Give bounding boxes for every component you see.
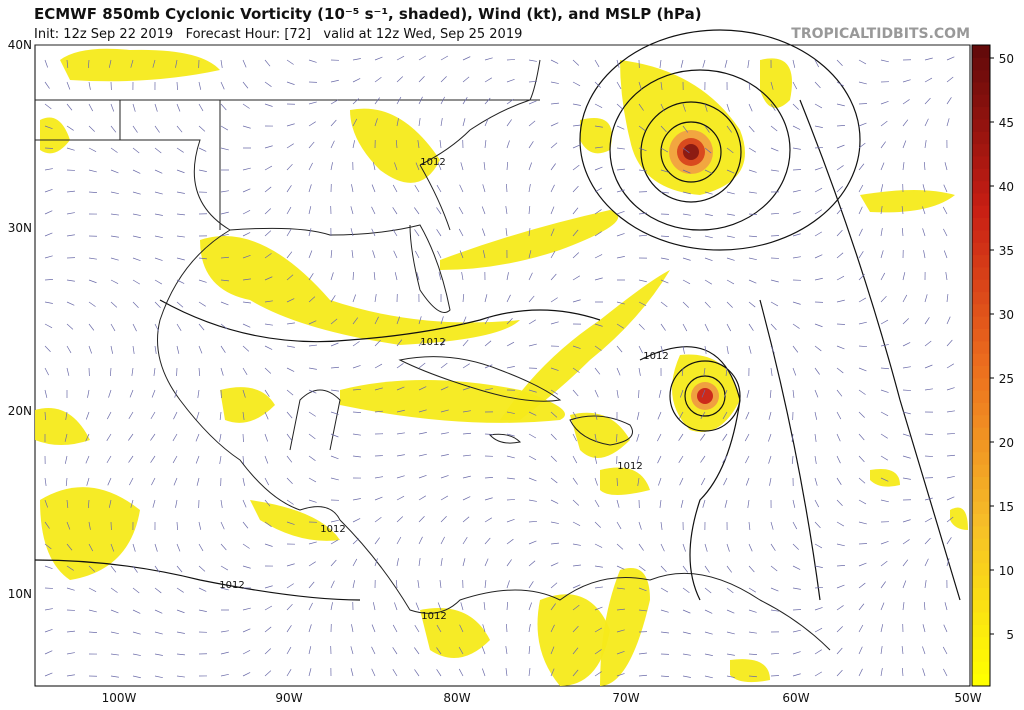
colorbar-label: 40	[999, 180, 1014, 194]
colorbar-step	[972, 575, 990, 588]
colorbar-step	[972, 661, 990, 674]
lon-label: 100W	[102, 691, 137, 705]
colorbar-step	[972, 427, 990, 440]
isobar-label: 1012	[420, 157, 445, 168]
colorbar-step	[972, 107, 990, 120]
colorbar-step	[972, 131, 990, 144]
lon-label: 60W	[782, 691, 809, 705]
colorbar-step	[972, 513, 990, 526]
colorbar-step	[972, 292, 990, 305]
colorbar-step	[972, 624, 990, 637]
colorbar-step	[972, 218, 990, 231]
lat-label: 20N	[8, 404, 32, 418]
colorbar-step	[972, 402, 990, 415]
lat-label: 30N	[8, 221, 32, 235]
colorbar-step	[972, 538, 990, 551]
colorbar: 5 10 15 20 25 30 35 40 45 50	[972, 45, 1014, 687]
colorbar-step	[972, 526, 990, 539]
colorbar-label: 10	[999, 564, 1014, 578]
colorbar-step	[972, 193, 990, 206]
colorbar-step	[972, 587, 990, 600]
isobar-label: 1012	[219, 580, 244, 591]
colorbar-step	[972, 353, 990, 366]
isobar-label: 1012	[320, 524, 345, 535]
lon-label: 80W	[443, 691, 470, 705]
lon-label: 50W	[954, 691, 981, 705]
lon-label: 90W	[275, 691, 302, 705]
colorbar-step	[972, 489, 990, 502]
colorbar-step	[972, 600, 990, 613]
colorbar-label: 25	[999, 372, 1014, 386]
credit: TROPICALTIDBITS.COM	[791, 26, 970, 42]
isobar-label: 1012	[617, 461, 642, 472]
colorbar-step	[972, 205, 990, 218]
colorbar-label: 35	[999, 244, 1014, 258]
colorbar-step	[972, 674, 990, 687]
colorbar-step	[972, 230, 990, 243]
colorbar-step	[972, 415, 990, 428]
colorbar-step	[972, 242, 990, 255]
colorbar-step	[972, 181, 990, 194]
subtitle: Init: 12z Sep 22 2019 Forecast Hour: [72…	[34, 27, 522, 42]
map	[35, 30, 970, 686]
colorbar-step	[972, 94, 990, 107]
colorbar-step	[972, 341, 990, 354]
colorbar-step	[972, 452, 990, 465]
colorbar-step	[972, 637, 990, 650]
colorbar-step	[972, 366, 990, 379]
colorbar-step	[972, 476, 990, 489]
lat-label: 40N	[8, 38, 32, 52]
colorbar-step	[972, 649, 990, 662]
colorbar-step	[972, 329, 990, 342]
colorbar-label: 30	[999, 308, 1014, 322]
colorbar-step	[972, 501, 990, 514]
isobar-label: 1012	[643, 351, 668, 362]
colorbar-step	[972, 563, 990, 576]
colorbar-step	[972, 119, 990, 132]
colorbar-step	[972, 378, 990, 391]
colorbar-step	[972, 168, 990, 181]
colorbar-label: 5	[1006, 628, 1014, 642]
colorbar-step	[972, 45, 990, 58]
colorbar-step	[972, 279, 990, 292]
colorbar-label: 20	[999, 436, 1014, 450]
colorbar-step	[972, 57, 990, 70]
colorbar-step	[972, 82, 990, 95]
lat-label: 10N	[8, 587, 32, 601]
colorbar-step	[972, 439, 990, 452]
colorbar-step	[972, 304, 990, 317]
colorbar-step	[972, 156, 990, 169]
colorbar-step	[972, 255, 990, 268]
colorbar-label: 15	[999, 500, 1014, 514]
title: ECMWF 850mb Cyclonic Vorticity (10⁻⁵ s⁻¹…	[34, 5, 702, 23]
colorbar-step	[972, 144, 990, 157]
map-frame	[35, 45, 970, 686]
colorbar-step	[972, 612, 990, 625]
isobar-label: 1012	[421, 611, 446, 622]
colorbar-label: 50	[999, 52, 1014, 66]
colorbar-step	[972, 464, 990, 477]
colorbar-label: 45	[999, 116, 1014, 130]
colorbar-step	[972, 70, 990, 83]
colorbar-step	[972, 267, 990, 280]
colorbar-step	[972, 390, 990, 403]
lon-label: 70W	[612, 691, 639, 705]
colorbar-step	[972, 550, 990, 563]
isobar-label: 1012	[420, 337, 445, 348]
colorbar-step	[972, 316, 990, 329]
